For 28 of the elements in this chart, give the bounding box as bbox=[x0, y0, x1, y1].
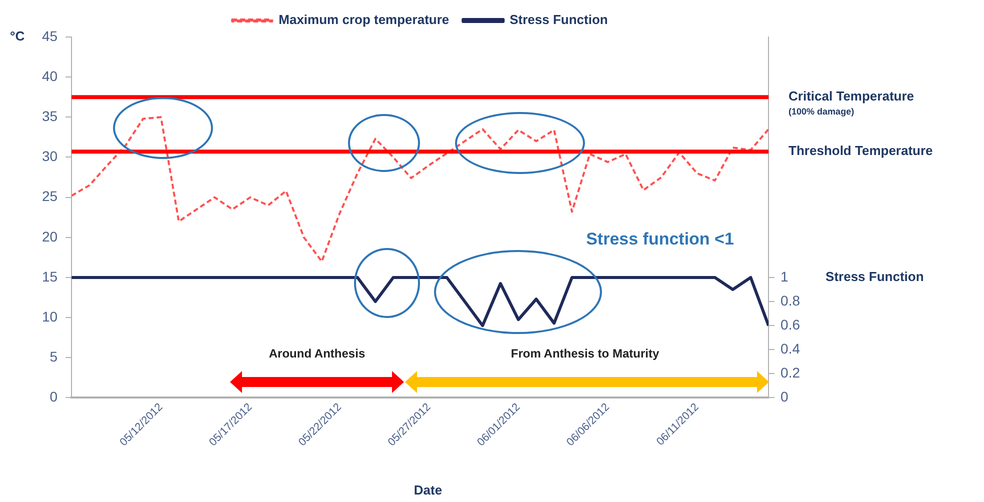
y-tick-label: 45 bbox=[42, 28, 58, 44]
y-tick-label: 20 bbox=[42, 228, 58, 244]
ref-line-label: Threshold Temperature bbox=[788, 143, 933, 158]
y-tick-label: 10 bbox=[42, 308, 58, 324]
annotation: Around Anthesis bbox=[268, 346, 366, 360]
annotation: Stress function <1 bbox=[586, 230, 734, 249]
y2-tick-label: 0.4 bbox=[780, 340, 800, 356]
y-tick-label: 35 bbox=[42, 108, 58, 124]
y-tick-label: 40 bbox=[42, 68, 58, 84]
y2-tick-label: 0.8 bbox=[780, 292, 800, 308]
annotation: From Anthesis to Maturity bbox=[510, 346, 660, 360]
y-tick-label: 25 bbox=[42, 188, 58, 204]
y2-tick-label: 0.2 bbox=[780, 364, 800, 381]
y2-axis-title: Stress Function bbox=[826, 269, 924, 284]
y-tick-label: 0 bbox=[50, 388, 58, 405]
line-series bbox=[72, 116, 769, 262]
y-tick-label: 30 bbox=[42, 148, 58, 164]
y2-tick-label: 1 bbox=[780, 268, 789, 284]
y2-tick-label: 0.6 bbox=[780, 316, 800, 332]
legend-label: Stress Function bbox=[510, 12, 608, 28]
y2-tick-label: 0 bbox=[780, 388, 789, 405]
x-axis-title: Date bbox=[414, 482, 442, 498]
ref-line-label: Critical Temperature bbox=[788, 88, 914, 104]
y-tick-label: 15 bbox=[42, 268, 58, 284]
y-axis-title: °C bbox=[10, 28, 26, 44]
legend-label: Maximum crop temperature bbox=[278, 12, 450, 28]
y-tick-label: 5 bbox=[50, 348, 58, 365]
text: (100% damage) bbox=[788, 106, 854, 117]
